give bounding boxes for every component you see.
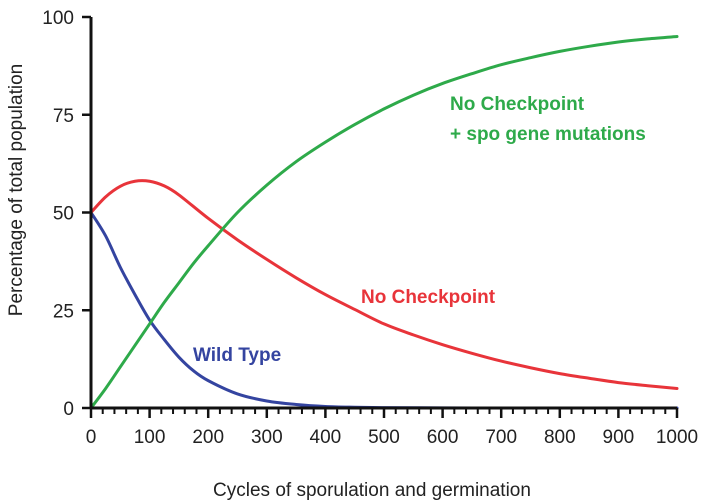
x-tick-label: 700 bbox=[485, 427, 517, 448]
no-checkpoint-line bbox=[89, 179, 679, 390]
x-tick-label: 500 bbox=[368, 427, 400, 448]
x-tick-label: 800 bbox=[544, 427, 576, 448]
x-axis-title: Cycles of sporulation and germination bbox=[213, 480, 531, 501]
x-minor-ticks bbox=[101, 408, 667, 414]
y-tick-label: 75 bbox=[53, 106, 74, 127]
x-tick-label: 600 bbox=[427, 427, 459, 448]
x-tick-label: 900 bbox=[603, 427, 635, 448]
y-tick-label: 50 bbox=[53, 204, 74, 225]
axes bbox=[89, 17, 677, 410]
x-tick-label: 200 bbox=[192, 427, 224, 448]
x-tick-label: 300 bbox=[251, 427, 283, 448]
y-ticks: 0 25 50 75 100 bbox=[42, 8, 91, 420]
no-checkpoint-label: No Checkpoint bbox=[361, 287, 496, 308]
x-tick-label: 400 bbox=[310, 427, 342, 448]
wild-type-label: Wild Type bbox=[193, 345, 281, 366]
spo-mutation-line bbox=[89, 35, 679, 410]
series-lines bbox=[89, 35, 679, 410]
y-tick-label: 100 bbox=[42, 8, 74, 29]
spo-mutation-label-line2: + spo gene mutations bbox=[450, 124, 646, 145]
y-tick-label: 25 bbox=[53, 301, 74, 322]
spo-mutation-label-line1: No Checkpoint bbox=[450, 94, 585, 115]
x-ticks: 0 100 200 300 400 500 600 700 800 900 1000 bbox=[86, 408, 698, 448]
x-tick-label: 100 bbox=[134, 427, 166, 448]
y-axis-title: Percentage of total population bbox=[6, 64, 27, 316]
x-tick-label: 0 bbox=[86, 427, 97, 448]
x-tick-label: 1000 bbox=[656, 427, 698, 448]
y-tick-label: 0 bbox=[63, 399, 74, 420]
